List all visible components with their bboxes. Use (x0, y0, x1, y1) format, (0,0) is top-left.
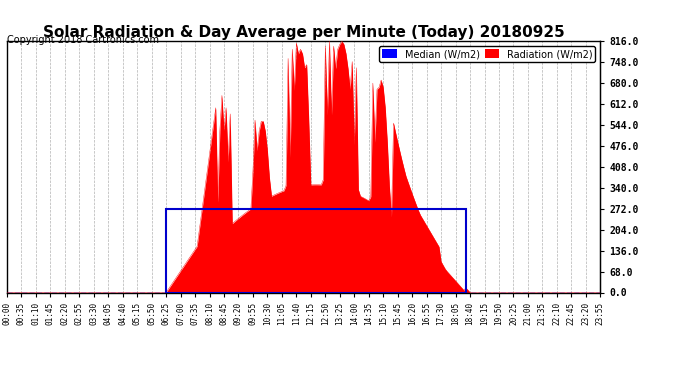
Bar (166, 209, 466, 292)
Legend: Median (W/m2), Radiation (W/m2): Median (W/m2), Radiation (W/m2) (380, 46, 595, 62)
Title: Solar Radiation & Day Average per Minute (Today) 20180925: Solar Radiation & Day Average per Minute… (43, 25, 564, 40)
Text: Copyright 2018 Cartronics.com: Copyright 2018 Cartronics.com (7, 35, 159, 45)
